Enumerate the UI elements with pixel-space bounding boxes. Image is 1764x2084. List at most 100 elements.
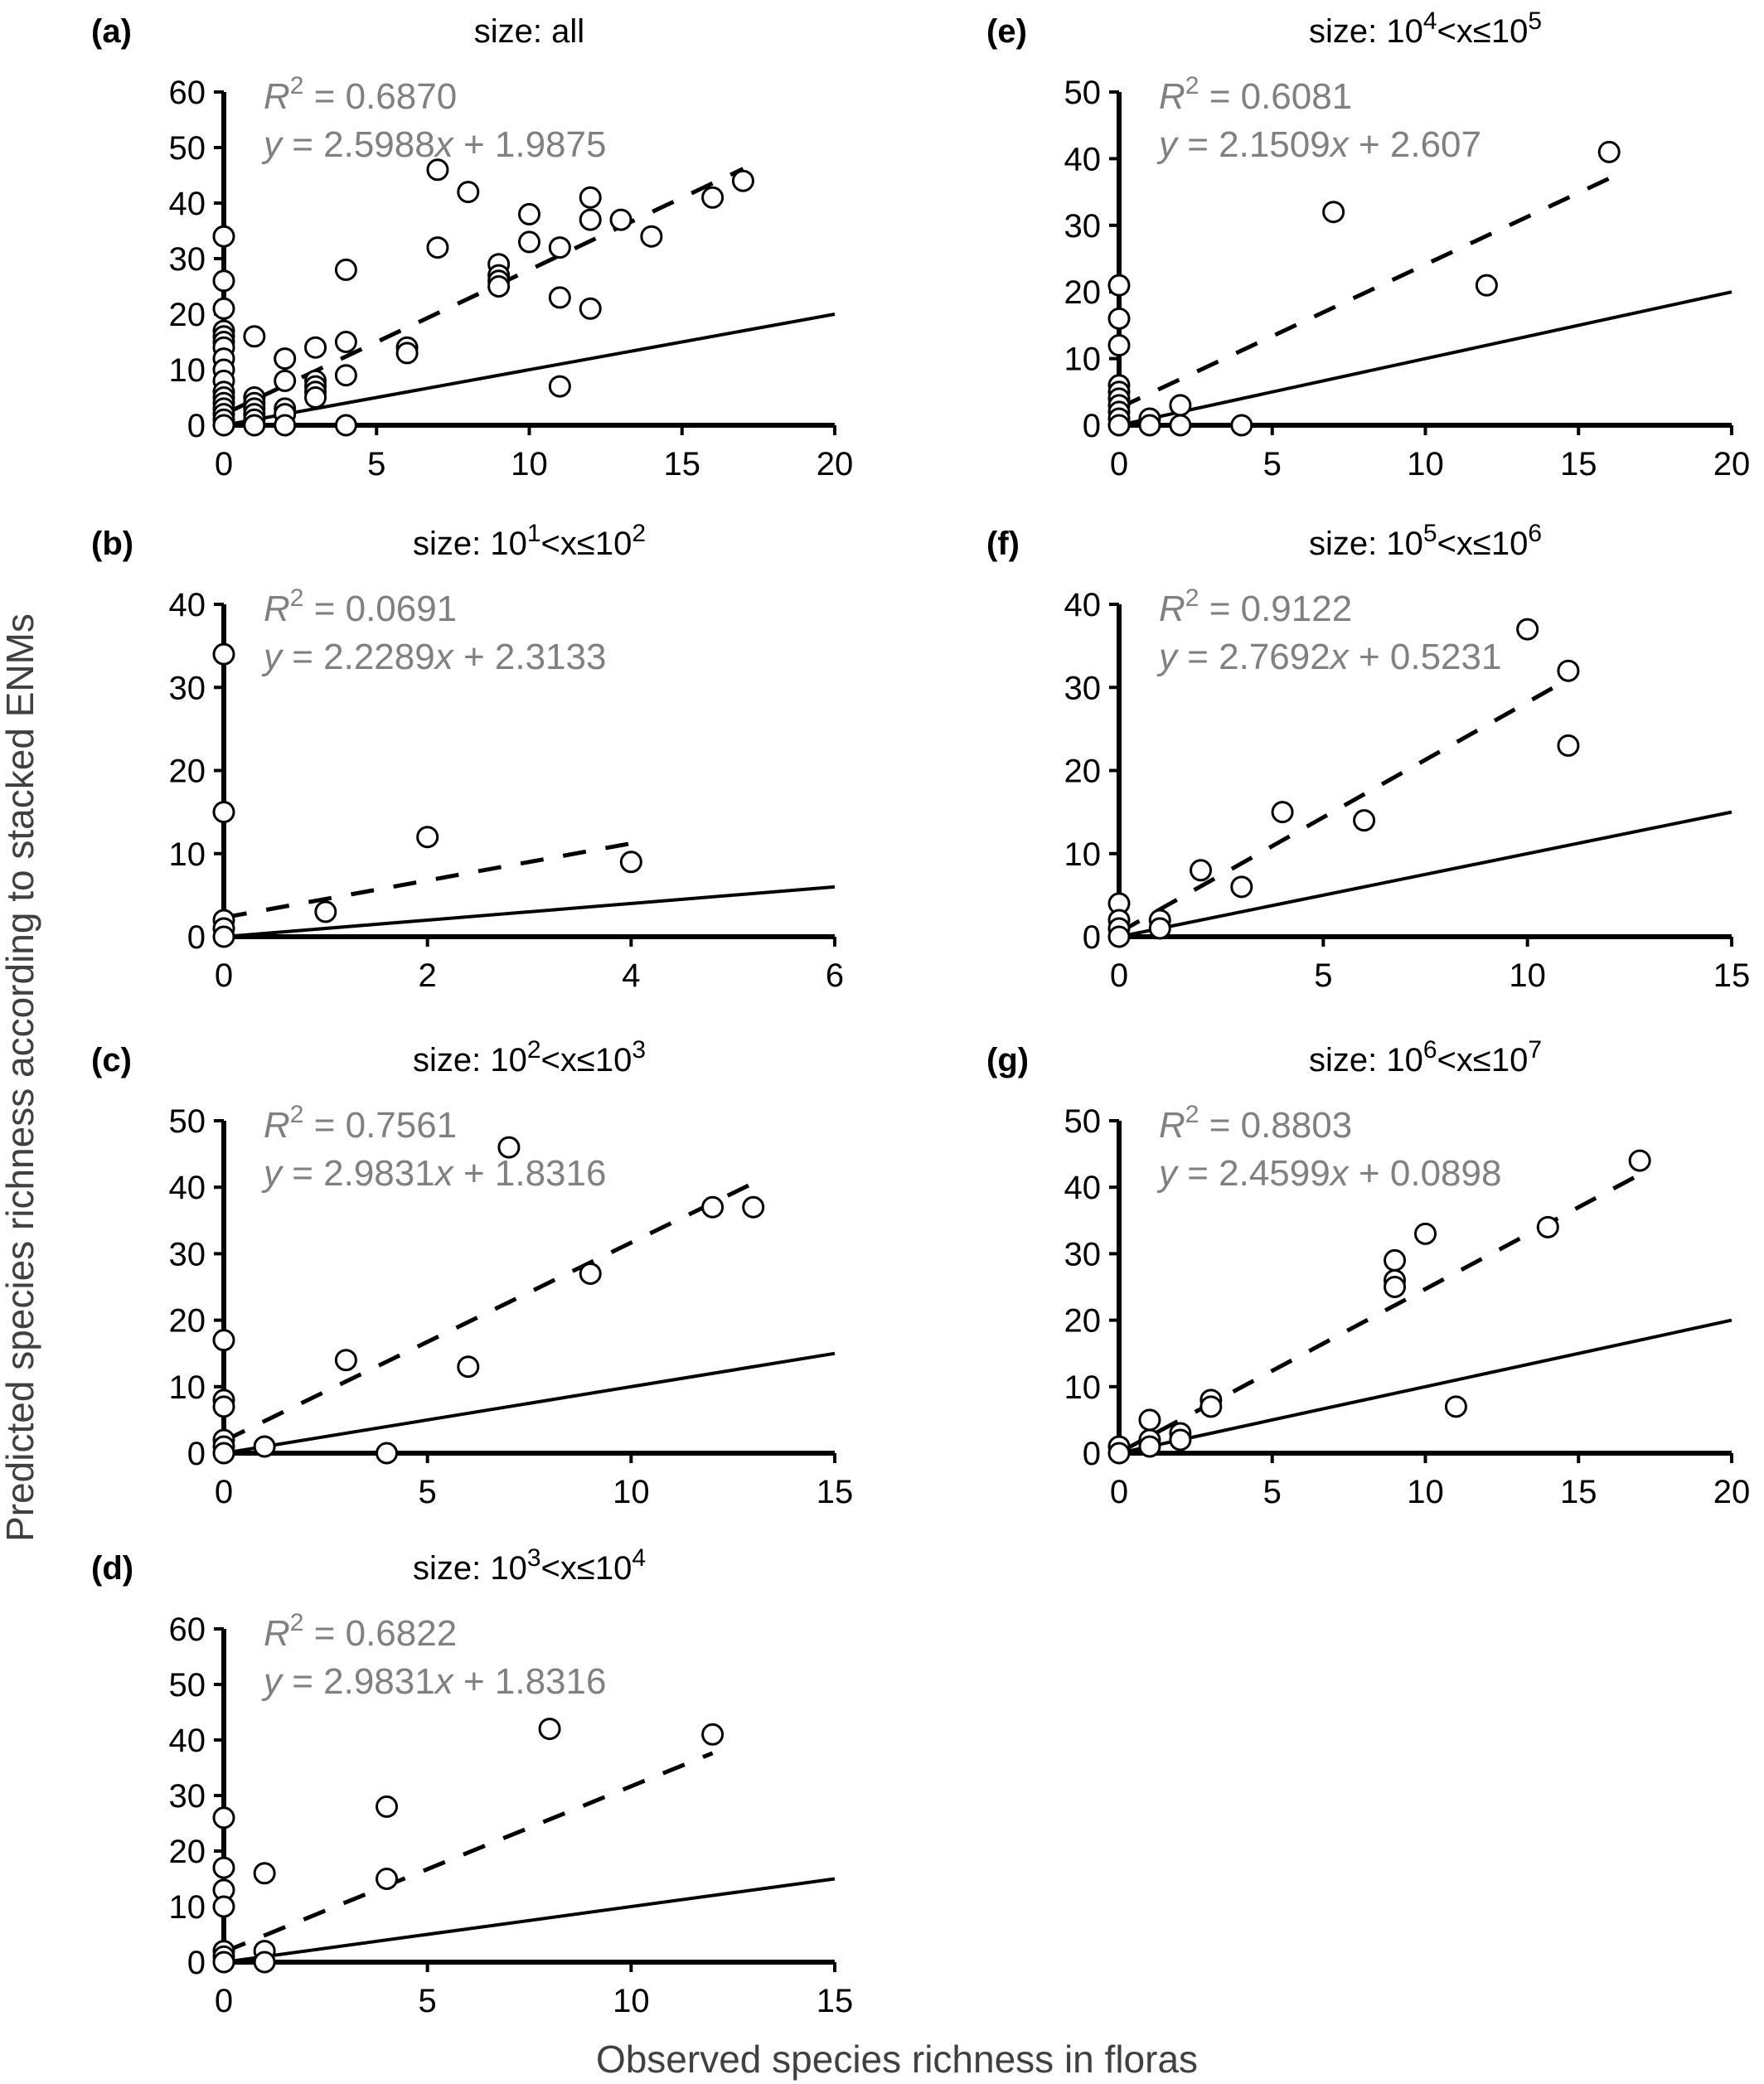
y-tick-label: 30: [169, 241, 206, 278]
data-point: [426, 158, 449, 182]
data-point: [1628, 1149, 1651, 1172]
y-tick-label: 0: [1083, 408, 1101, 444]
y-tick-label: 20: [169, 297, 206, 333]
y-tick-label: 10: [169, 352, 206, 389]
data-point: [376, 1795, 399, 1818]
data-point: [742, 1195, 765, 1219]
y-tick-label: 20: [169, 754, 206, 790]
r-squared: R2 = 0.0691: [264, 584, 457, 629]
panel-label: (c): [91, 1042, 132, 1078]
identity-line: [223, 313, 836, 427]
data-point: [334, 414, 357, 437]
identity-line: [223, 1351, 836, 1455]
data-point: [609, 208, 632, 231]
x-tick-label: 0: [1110, 446, 1128, 482]
y-tick-label: 20: [1064, 274, 1102, 311]
panel-c: (c) size: 102<x≤103 0 5 10 15 0 10 20 30 40 50 R2 = …: [91, 1036, 853, 1510]
data-point: [1107, 925, 1131, 948]
data-point: [701, 1195, 724, 1219]
y-tick-label: 50: [169, 130, 206, 167]
data-point: [619, 851, 642, 874]
y-tick-label: 10: [1064, 1369, 1102, 1406]
panel-d: (d) size: 103<x≤104 0 5 10 15 0 10 20 30 40 50 60 R2 …: [91, 1544, 853, 2019]
regression-equation: y = 2.5988x + 1.9875: [261, 124, 606, 165]
x-tick-label: 10: [1509, 957, 1546, 994]
data-point: [212, 1856, 235, 1879]
y-tick-label: 40: [169, 587, 206, 623]
panel-title: size: 102<x≤103: [413, 1036, 646, 1078]
x-tick-label: 0: [215, 957, 233, 994]
y-tick-label: 30: [169, 670, 206, 706]
regression-line: [223, 841, 632, 920]
x-tick-label: 10: [511, 446, 548, 482]
data-point: [253, 1862, 276, 1885]
data-point: [334, 331, 357, 353]
x-tick-label: 15: [1560, 446, 1597, 482]
y-axis-title: Predicted species richness according to …: [0, 613, 41, 1542]
regression-equation: y = 2.7692x + 0.5231: [1156, 637, 1501, 677]
data-point: [1597, 140, 1621, 163]
panel-f: (f) size: 105<x≤106 0 5 10 15 0 10 20 30 40 R2 = 0.…: [986, 520, 1750, 994]
regression-equation: y = 2.4599x + 0.0898: [1156, 1153, 1501, 1194]
data-point: [395, 342, 419, 365]
y-tick-label: 0: [187, 919, 206, 956]
data-point: [1148, 917, 1171, 940]
panel-title: size: 105<x≤106: [1309, 520, 1542, 562]
data-point: [212, 225, 235, 248]
data-point: [548, 375, 571, 398]
data-point: [314, 900, 337, 923]
x-tick-label: 0: [215, 446, 233, 482]
data-point: [1384, 1276, 1407, 1298]
data-point: [212, 1442, 235, 1465]
regression-equation: y = 2.1509x + 2.607: [1156, 124, 1481, 165]
data-point: [579, 186, 602, 209]
regression-equation: y = 2.9831x + 1.8316: [261, 1153, 606, 1194]
regression-equation: y = 2.2289x + 2.3133: [261, 637, 606, 677]
x-tick-label: 15: [664, 446, 701, 482]
x-tick-label: 15: [817, 1474, 854, 1510]
y-tick-label: 10: [1064, 836, 1102, 873]
y-tick-label: 50: [169, 1667, 206, 1704]
data-point: [1169, 394, 1192, 417]
data-point: [538, 1718, 561, 1741]
r-squared: R2 = 0.9122: [1159, 584, 1352, 629]
data-point: [1557, 659, 1580, 682]
data-point: [731, 169, 754, 192]
x-tick-label: 20: [817, 446, 854, 482]
y-tick-label: 20: [169, 1303, 206, 1340]
y-tick-label: 30: [169, 1778, 206, 1815]
y-tick-label: 10: [169, 836, 206, 873]
data-point: [1271, 801, 1294, 824]
panel-title: size: 104<x≤105: [1309, 7, 1542, 50]
data-point: [1384, 1248, 1407, 1272]
y-tick-label: 40: [169, 186, 206, 222]
y-tick-label: 50: [1064, 75, 1102, 111]
y-tick-label: 10: [169, 1889, 206, 1926]
panel-label: (d): [91, 1550, 133, 1587]
data-point: [253, 1435, 276, 1458]
data-point: [243, 325, 266, 348]
data-point: [376, 1442, 399, 1465]
data-point: [1169, 1428, 1192, 1452]
regression-line: [1117, 677, 1570, 934]
r-squared: R2 = 0.6081: [1159, 72, 1352, 117]
data-point: [1230, 414, 1253, 437]
x-tick-label: 5: [367, 446, 385, 482]
x-tick-label: 0: [1110, 957, 1128, 994]
data-point: [212, 1951, 235, 1974]
x-tick-label: 4: [622, 957, 640, 994]
x-tick-label: 0: [215, 1474, 233, 1510]
data-point: [701, 186, 724, 209]
data-point: [334, 364, 357, 387]
data-point: [1444, 1395, 1467, 1418]
data-point: [1107, 334, 1131, 357]
data-point: [701, 1723, 724, 1746]
y-tick-label: 30: [1064, 208, 1102, 245]
panel-label: (f): [986, 526, 1020, 562]
r-squared: R2 = 0.6822: [264, 1609, 457, 1654]
x-axis-title: Observed species richness in floras: [596, 2038, 1198, 2081]
y-tick-label: 40: [1064, 587, 1102, 623]
y-tick-label: 0: [1083, 919, 1101, 956]
data-point: [212, 1395, 235, 1418]
identity-line: [1118, 290, 1732, 427]
